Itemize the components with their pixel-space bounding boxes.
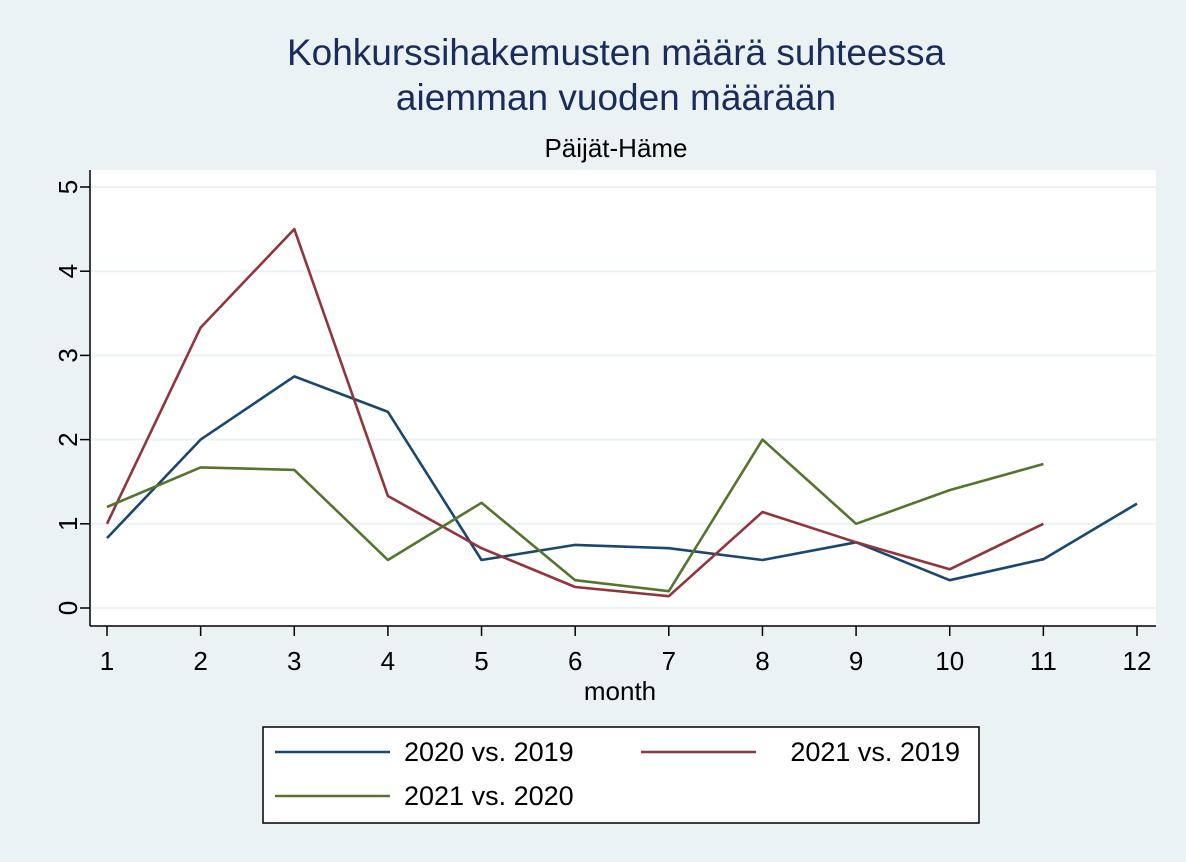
chart-title-line-2: aiemman vuoden määrään [396, 77, 836, 118]
x-tick-label-12: 12 [1123, 646, 1152, 676]
legend-box [262, 726, 980, 824]
y-tick-label-3: 3 [53, 348, 83, 362]
series-lines [105, 227, 1138, 598]
legend-label-3: 2021 vs. 2020 [404, 781, 574, 811]
x-axis-label: month [584, 676, 656, 706]
x-tick-label-11: 11 [1030, 646, 1057, 676]
series-line-3 [106, 438, 1044, 593]
x-tick-label-1: 1 [100, 646, 114, 676]
legend: 2020 vs. 2019 2021 vs. 2019 2021 vs. 2020 [262, 726, 980, 824]
x-tick-label-10: 10 [935, 646, 964, 676]
x-tick-label-6: 6 [568, 646, 582, 676]
chart-title-line-1: Kohkurssihakemusten määrä suhteessa [287, 32, 946, 73]
legend-label-2: 2021 vs. 2019 [790, 737, 960, 767]
y-tick-label-1: 1 [53, 517, 83, 531]
x-tick-label-8: 8 [755, 646, 769, 676]
y-tick-label-2: 2 [53, 432, 83, 446]
x-tick-label-4: 4 [381, 646, 395, 676]
gridlines [90, 186, 1156, 609]
x-tick-label-7: 7 [662, 646, 676, 676]
x-tick-label-9: 9 [849, 646, 863, 676]
y-axis-ticks: 0 1 2 3 4 5 [53, 180, 90, 615]
x-tick-label-2: 2 [193, 646, 207, 676]
y-tick-label-5: 5 [53, 180, 83, 194]
chart-subtitle: Päijät-Häme [544, 133, 687, 163]
x-axis-ticks: 1 2 3 4 5 6 7 8 9 10 11 12 [100, 626, 1152, 676]
legend-label-1: 2020 vs. 2019 [404, 737, 574, 767]
y-tick-label-4: 4 [53, 264, 83, 278]
y-tick-label-0: 0 [53, 601, 83, 615]
series-line-2 [105, 227, 1044, 598]
series-line-1 [106, 375, 1138, 582]
x-tick-label-5: 5 [474, 646, 488, 676]
x-tick-label-3: 3 [287, 646, 301, 676]
plot-area [90, 170, 1156, 626]
